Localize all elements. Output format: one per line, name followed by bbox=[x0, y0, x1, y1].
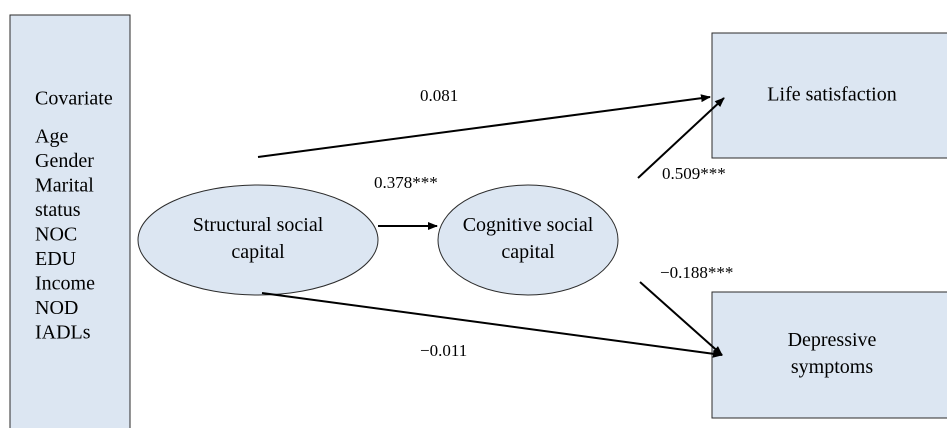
edge-label: 0.378*** bbox=[374, 173, 438, 192]
covariate-item: Age bbox=[35, 126, 68, 148]
edge-label: −0.188*** bbox=[660, 263, 733, 282]
covariate-title: Covariate bbox=[35, 88, 113, 110]
covariate-item: IADLs bbox=[35, 322, 91, 344]
covariate-item: status bbox=[35, 199, 81, 221]
depressive-box bbox=[711, 291, 947, 419]
edge-label: −0.011 bbox=[420, 341, 467, 360]
arrow bbox=[261, 292, 723, 358]
covariate-item: EDU bbox=[35, 248, 77, 270]
node-label: Depressive bbox=[788, 329, 877, 351]
arrow bbox=[257, 94, 711, 158]
node-label: capital bbox=[501, 241, 555, 263]
arrow bbox=[637, 97, 725, 179]
arrow bbox=[639, 281, 723, 356]
node-label: Cognitive social bbox=[463, 214, 594, 236]
covariate-item: Marital bbox=[35, 175, 94, 197]
node-label: Life satisfaction bbox=[767, 84, 896, 106]
structural-ellipse bbox=[137, 184, 379, 296]
covariate-item: Income bbox=[35, 273, 95, 295]
covariate-box bbox=[9, 14, 131, 428]
life-satisfaction-box bbox=[711, 32, 947, 159]
edge-label: 0.509*** bbox=[662, 164, 726, 183]
edge-label: 0.081 bbox=[420, 86, 458, 105]
covariate-item: NOC bbox=[35, 224, 77, 246]
cognitive-ellipse bbox=[437, 184, 619, 296]
node-label: Structural social bbox=[193, 214, 324, 236]
covariate-item: Gender bbox=[35, 150, 94, 172]
covariate-item: NOD bbox=[35, 297, 78, 319]
node-label: symptoms bbox=[791, 356, 873, 378]
node-label: capital bbox=[231, 241, 285, 263]
